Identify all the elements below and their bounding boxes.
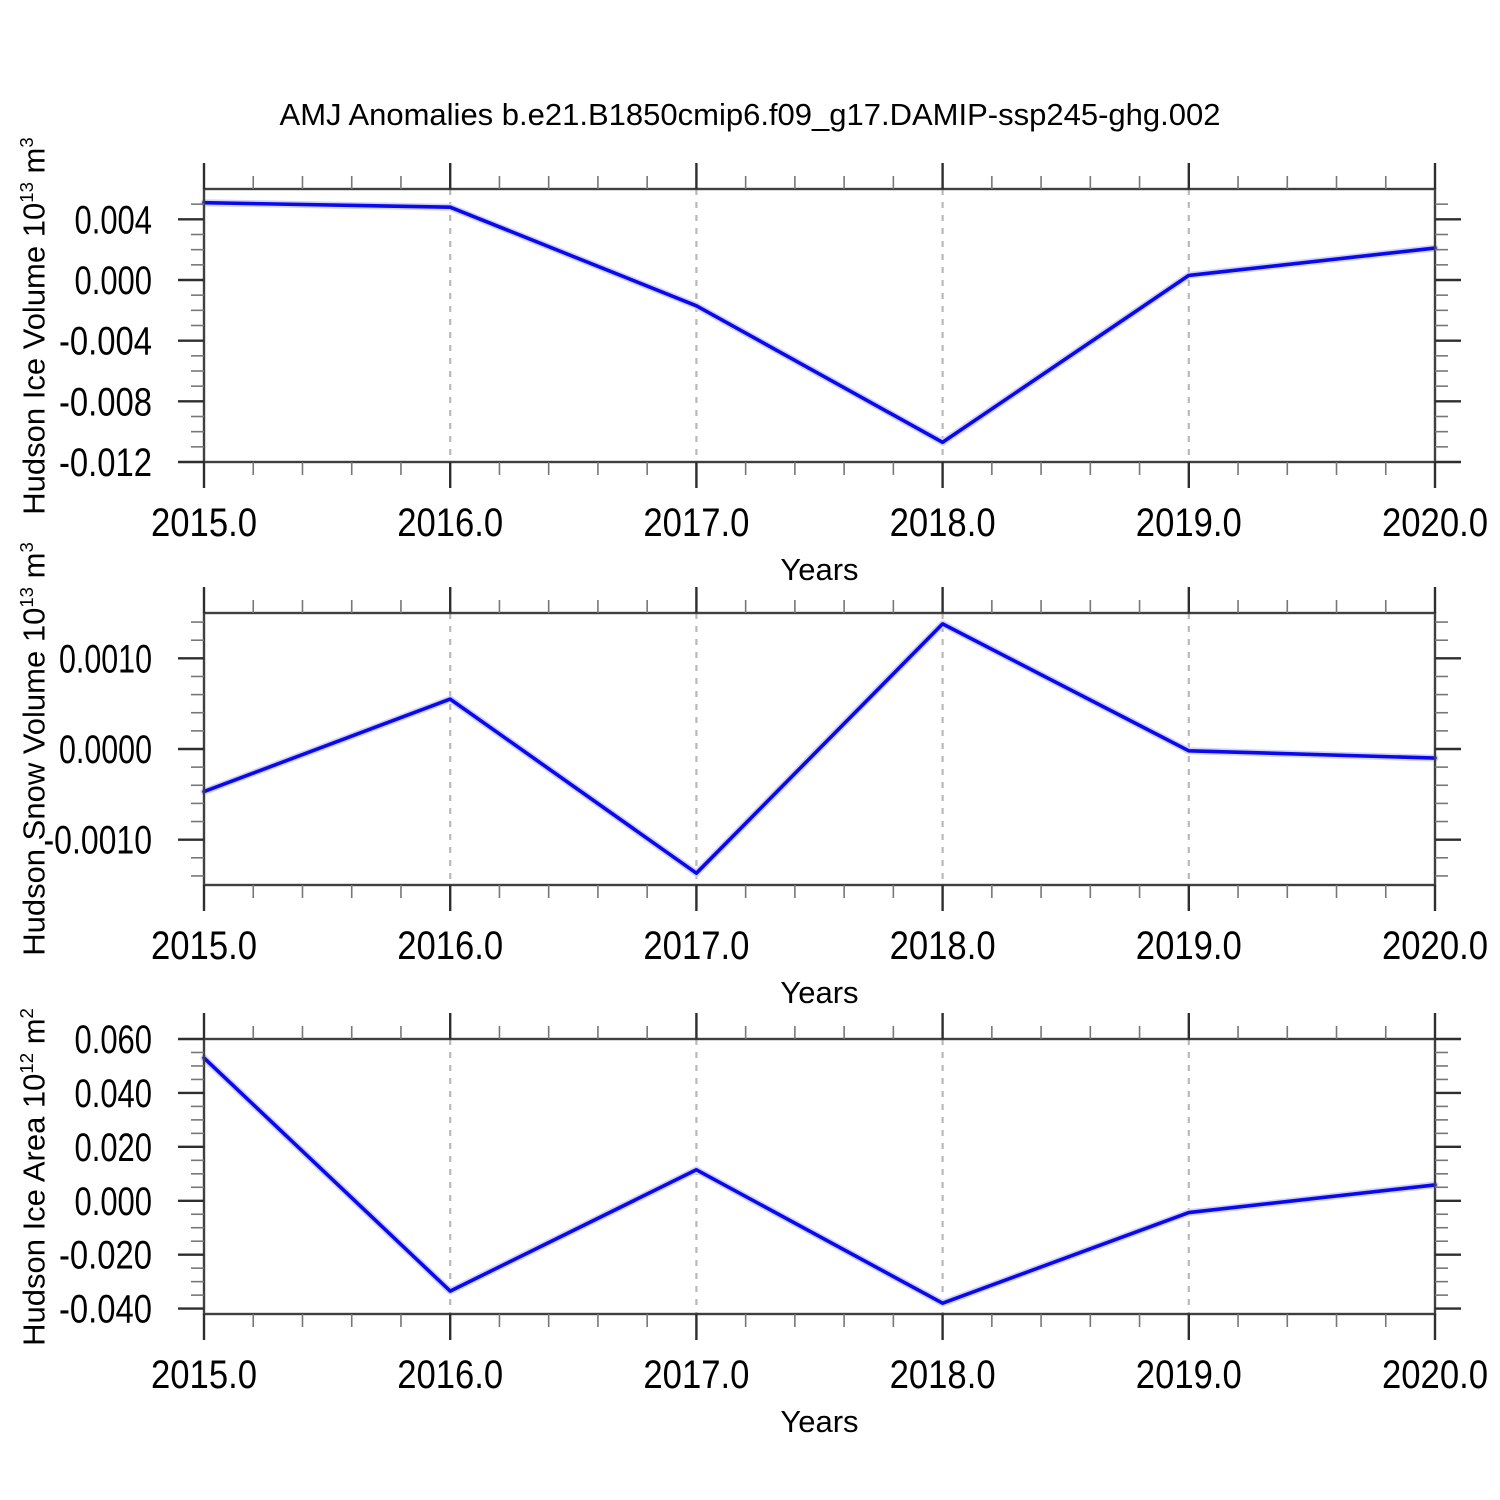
figure-title: AMJ Anomalies b.e21.B1850cmip6.f09_g17.D… <box>279 97 1221 132</box>
y-tick-label: -0.004 <box>59 320 152 364</box>
x-tick-label: 2018.0 <box>890 924 996 968</box>
x-tick-label: 2017.0 <box>643 1353 749 1397</box>
y-tick-label: -0.008 <box>59 380 152 424</box>
y-tick-label: 0.060 <box>75 1018 153 1062</box>
x-tick-label: 2016.0 <box>397 501 503 545</box>
x-tick-label: 2017.0 <box>643 501 749 545</box>
chart-hudson-ice-area: 2015.0 2016.0 2017.0 2018.0 2019.0 2020.0 0.06… <box>59 1013 1488 1439</box>
series-line-halo <box>200 1054 1439 1307</box>
x-tick-label: 2020.0 <box>1382 924 1488 968</box>
x-tick-label: 2019.0 <box>1136 1353 1242 1397</box>
y-tick-label: 0.0000 <box>59 728 152 772</box>
x-axis-title: Years <box>780 1404 858 1439</box>
x-tick-label: 2020.0 <box>1382 501 1488 545</box>
x-tick-label: 2019.0 <box>1136 924 1242 968</box>
x-axis-title: Years <box>780 552 858 587</box>
x-tick-label: 2015.0 <box>151 501 257 545</box>
x-tick-label: 2019.0 <box>1136 501 1242 545</box>
y-tick-label: -0.0010 <box>44 819 153 863</box>
x-tick-label: 2016.0 <box>397 924 503 968</box>
x-axis-title: Years <box>780 975 858 1010</box>
plot-frame <box>202 1037 1437 1316</box>
x-tick-label: 2015.0 <box>151 1353 257 1397</box>
y-tick-label: 0.000 <box>75 259 153 303</box>
series-line <box>202 622 1437 876</box>
x-tick-label: 2016.0 <box>397 1353 503 1397</box>
chart-hudson-snow-volume: 2015.0 2016.0 2017.0 2018.0 2019.0 2020.0 0.00… <box>44 587 1488 1010</box>
x-tick-label: 2017.0 <box>643 924 749 968</box>
y-tick-label: 0.020 <box>75 1126 153 1170</box>
y-tick-label: -0.020 <box>59 1234 152 1278</box>
x-tick-label: 2020.0 <box>1382 1353 1488 1397</box>
series-line-halo <box>200 199 1439 446</box>
y-tick-label: 0.040 <box>75 1072 153 1116</box>
series-line <box>202 1056 1437 1305</box>
plot-frame <box>202 187 1437 464</box>
series-line <box>202 200 1437 445</box>
y-tick-label: 0.000 <box>75 1180 153 1224</box>
y-tick-label: 0.004 <box>75 198 153 242</box>
y-tick-label: 0.0010 <box>59 637 152 681</box>
chart-hudson-ice-volume: 2015.0 2016.0 2017.0 2018.0 2019.0 2020.0 0.00… <box>59 163 1488 587</box>
x-tick-label: 2018.0 <box>890 501 996 545</box>
y-tick-label: -0.040 <box>59 1288 152 1332</box>
y-tick-label: -0.012 <box>59 441 152 485</box>
x-tick-label: 2015.0 <box>151 924 257 968</box>
x-tick-label: 2018.0 <box>890 1353 996 1397</box>
